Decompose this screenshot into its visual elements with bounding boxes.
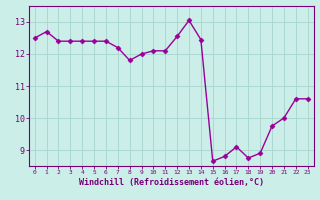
X-axis label: Windchill (Refroidissement éolien,°C): Windchill (Refroidissement éolien,°C) [79, 178, 264, 187]
